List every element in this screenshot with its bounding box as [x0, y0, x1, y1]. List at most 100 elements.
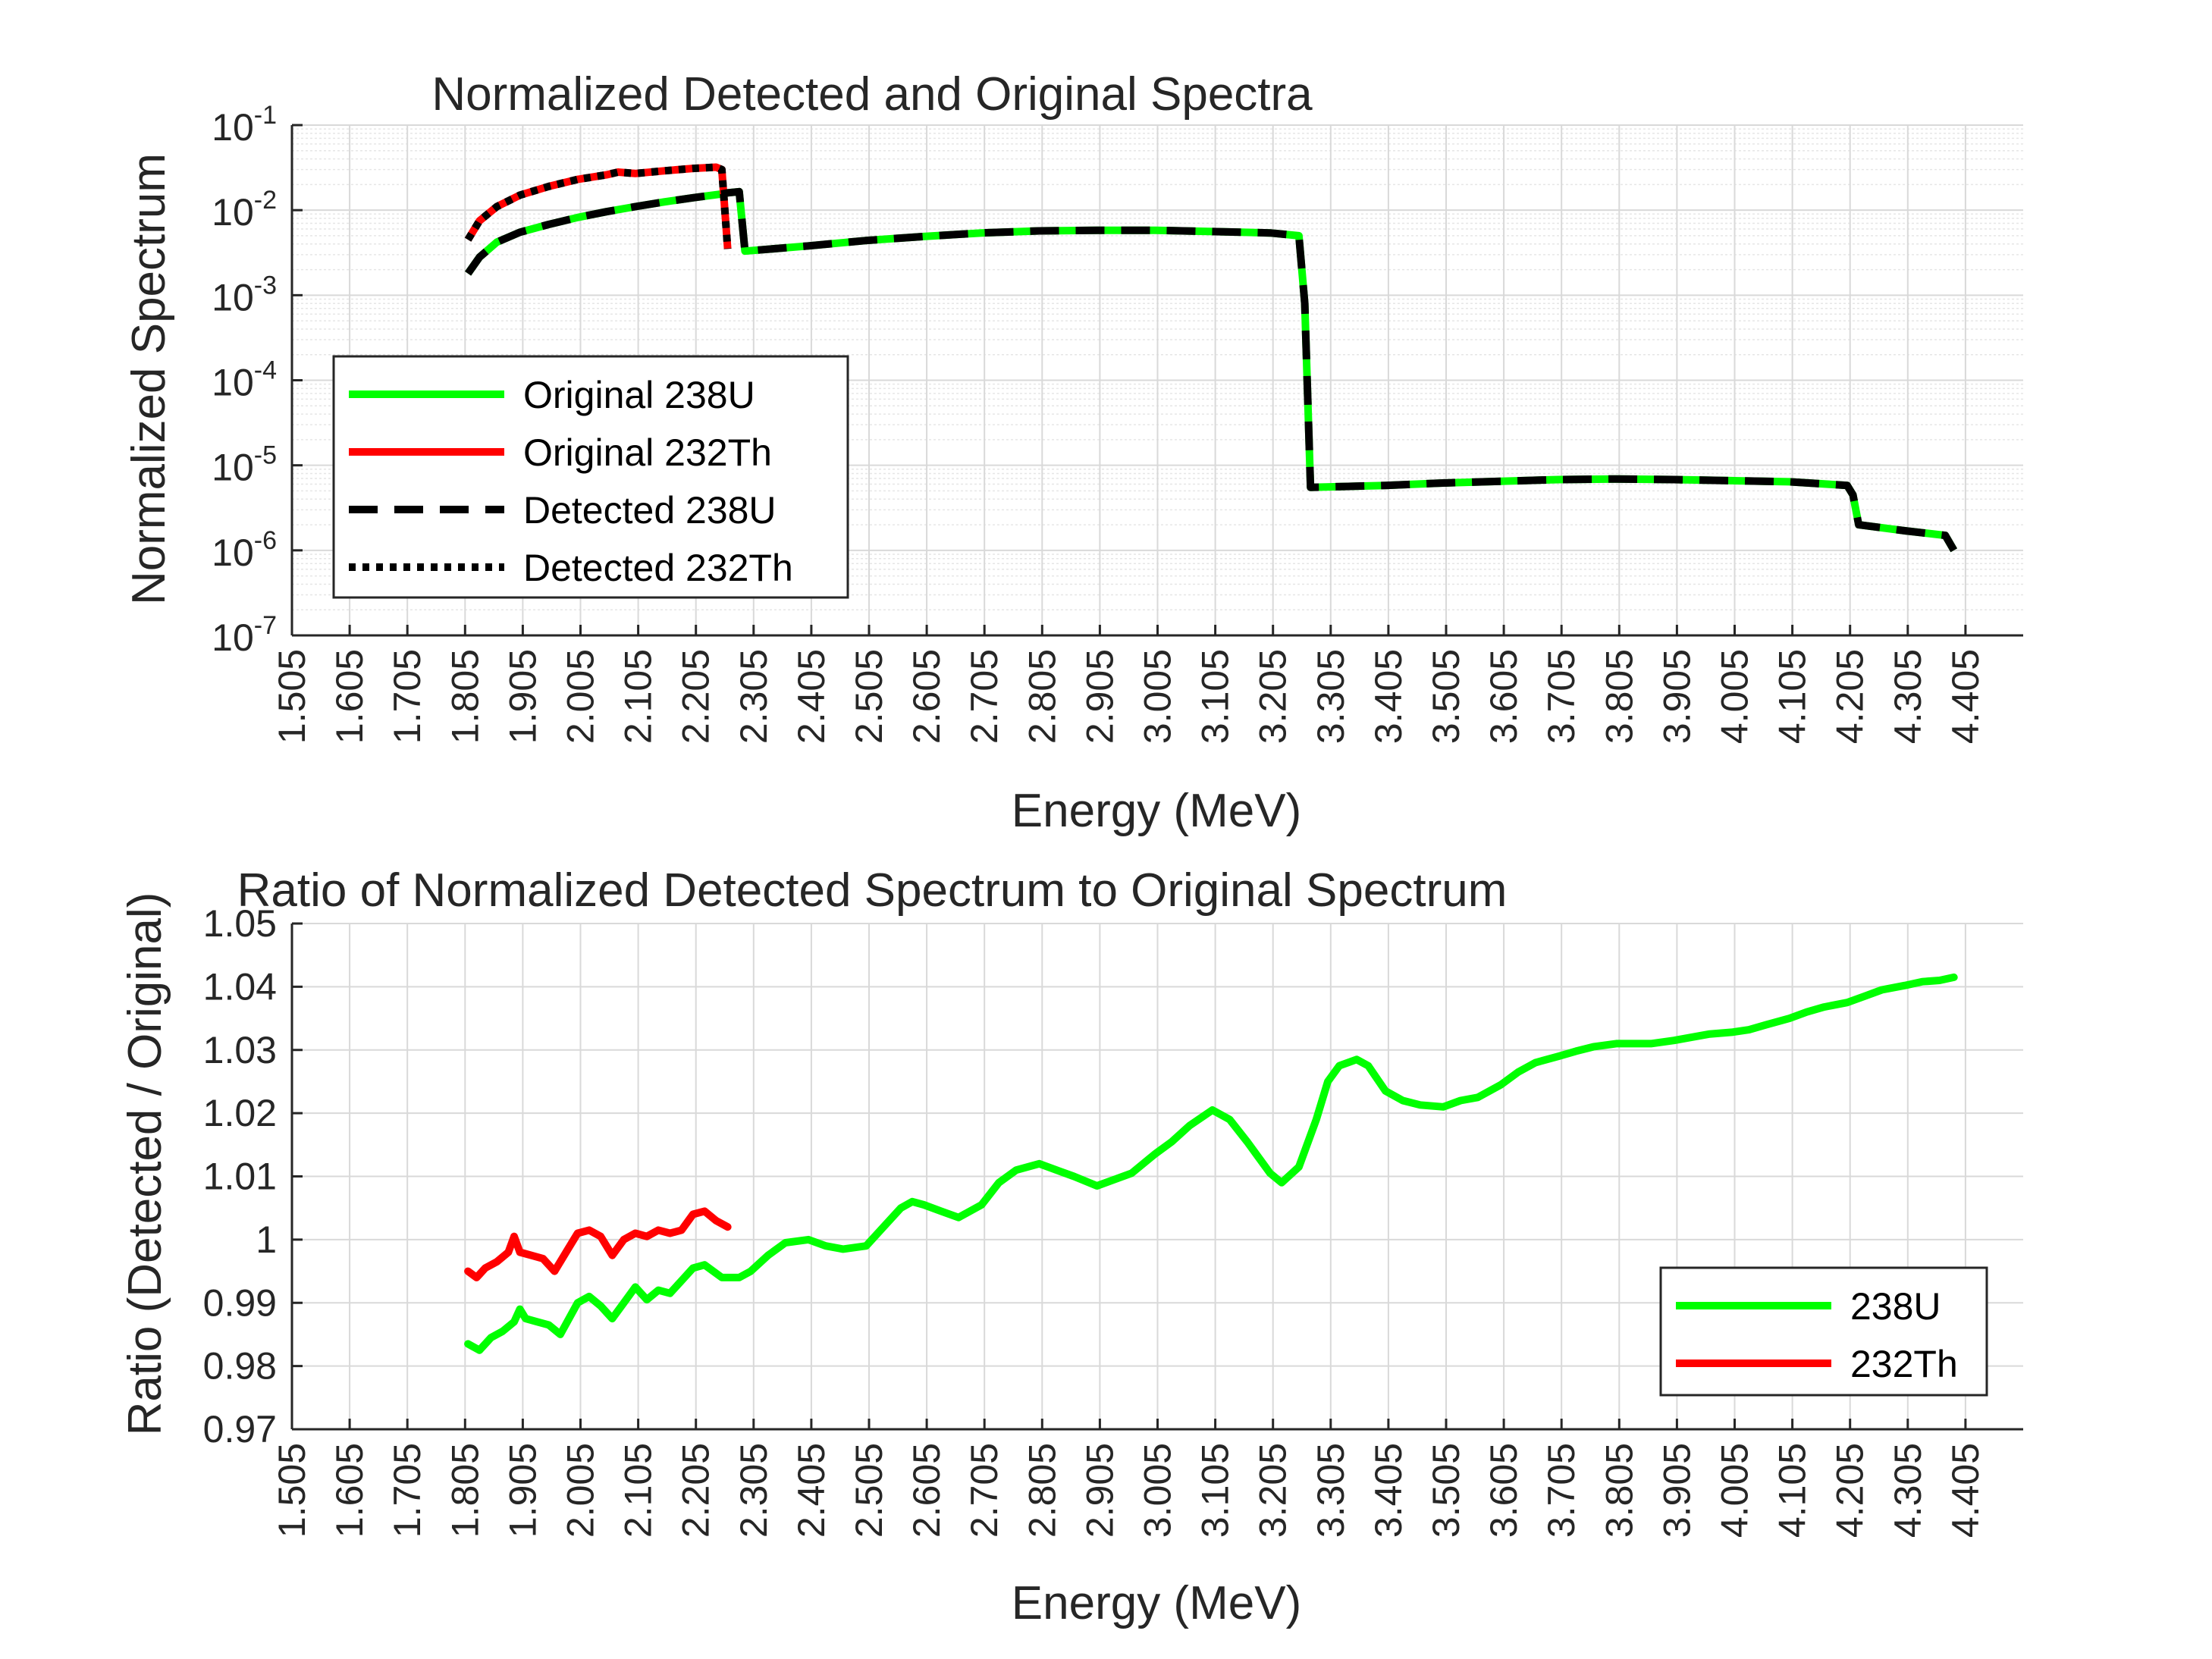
- spectra-series-line-2: [465, 187, 1958, 553]
- spectra-chart: Normalized Detected and Original Spectra…: [123, 68, 2023, 837]
- ratio-x-tick-label: 2.105: [617, 1443, 660, 1538]
- ratio-y-tick-label: 0.98: [203, 1345, 277, 1388]
- ratio-series-line-0: [464, 973, 1958, 1354]
- ratio-x-tick-label: 1.905: [501, 1443, 544, 1538]
- ratio-y-tick-label: 1.05: [203, 902, 277, 945]
- ratio-x-tick-label: 4.105: [1771, 1443, 1814, 1538]
- spectra-x-tick-label: 2.405: [790, 649, 833, 744]
- spectra-x-tick-label: 4.105: [1771, 649, 1814, 744]
- ratio-y-ticks: 0.97 0.98 0.99 1 1.01 1.02 1.03 1.04 1.05: [203, 902, 303, 1450]
- ratio-x-ticks: 1.505 1.605 1.705 1.805 1.905 2.005 2.105 2.205…: [271, 1419, 1987, 1538]
- ratio-x-tick-label: 3.905: [1655, 1443, 1698, 1538]
- ratio-x-tick-label: 1.605: [328, 1443, 371, 1538]
- ratio-x-tick-label: 4.405: [1944, 1443, 1987, 1538]
- spectra-y-tick-base: 10: [212, 616, 254, 659]
- ratio-x-tick-label: 2.305: [733, 1443, 775, 1538]
- spectra-y-tick-label: 10-5: [212, 441, 277, 489]
- spectra-x-tick-label: 3.105: [1194, 649, 1237, 744]
- spectra-x-tick-label: 1.605: [328, 649, 371, 744]
- spectra-y-tick-exponent: -1: [254, 101, 277, 130]
- ratio-y-tick-label: 1.02: [203, 1092, 277, 1134]
- spectra-x-tick-label: 4.405: [1944, 649, 1987, 744]
- spectra-y-tick-exponent: -2: [254, 186, 277, 215]
- spectra-x-tick-label: 4.305: [1887, 649, 1929, 744]
- ratio-x-tick-label: 1.505: [271, 1443, 313, 1538]
- spectra-x-tick-label: 3.505: [1425, 649, 1467, 744]
- spectra-y-tick-label: 10-3: [212, 271, 277, 318]
- spectra-y-tick-label: 10-1: [212, 101, 277, 149]
- ratio-x-tick-label: 2.005: [560, 1443, 602, 1538]
- spectra-legend: Original 238U Original 232Th Detected 238U…: [332, 355, 849, 599]
- ratio-y-tick-label: 1.04: [203, 965, 277, 1008]
- spectra-x-tick-label: 3.705: [1540, 649, 1583, 744]
- spectra-x-tick-label: 2.105: [617, 649, 660, 744]
- spectra-y-tick-base: 10: [212, 191, 254, 234]
- spectra-legend-label-2: Detected 238U: [523, 489, 777, 532]
- spectra-series-line-3: [464, 163, 732, 249]
- ratio-x-tick-label: 4.005: [1714, 1443, 1756, 1538]
- ratio-y-tick-label: 0.99: [203, 1281, 277, 1324]
- ratio-lines: [464, 973, 1958, 1354]
- spectra-chart-title: Normalized Detected and Original Spectra: [431, 68, 1313, 121]
- ratio-x-tick-label: 4.205: [1829, 1443, 1872, 1538]
- spectra-y-tick-exponent: -6: [254, 526, 277, 555]
- spectra-legend-label-3: Detected 232Th: [523, 547, 793, 589]
- spectra-y-axis-label: Normalized Spectrum: [123, 153, 175, 605]
- spectra-x-tick-label: 2.705: [963, 649, 1006, 744]
- spectra-y-tick-exponent: -3: [254, 271, 277, 299]
- spectra-x-tick-label: 3.305: [1310, 649, 1352, 744]
- ratio-y-axis-label: Ratio (Detected / Original): [119, 892, 171, 1436]
- ratio-legend-label-1: 232Th: [1850, 1343, 1958, 1385]
- spectra-x-tick-label: 1.805: [444, 649, 486, 744]
- spectra-x-tick-label: 2.005: [560, 649, 602, 744]
- spectra-y-tick-base: 10: [212, 532, 254, 574]
- spectra-y-tick-base: 10: [212, 276, 254, 318]
- spectra-y-tick-exponent: -7: [254, 611, 277, 640]
- spectra-y-tick-label: 10-4: [212, 356, 277, 404]
- ratio-x-tick-label: 4.305: [1887, 1443, 1929, 1538]
- spectra-y-tick-label: 10-7: [212, 611, 277, 659]
- spectra-y-tick-base: 10: [212, 362, 254, 404]
- ratio-x-tick-label: 3.205: [1252, 1443, 1294, 1538]
- ratio-legend: 238U 232Th: [1659, 1266, 1988, 1397]
- spectra-x-tick-label: 3.805: [1598, 649, 1640, 744]
- ratio-chart-title: Ratio of Normalized Detected Spectrum to…: [237, 864, 1508, 917]
- ratio-x-tick-label: 3.705: [1540, 1443, 1583, 1538]
- spectra-x-axis-label: Energy (MeV): [1012, 785, 1301, 837]
- ratio-x-tick-label: 3.105: [1194, 1443, 1237, 1538]
- ratio-x-tick-label: 3.305: [1310, 1443, 1352, 1538]
- ratio-y-tick-label: 1: [256, 1218, 277, 1261]
- ratio-x-tick-label: 3.505: [1425, 1443, 1467, 1538]
- ratio-x-axis-label: Energy (MeV): [1012, 1577, 1301, 1629]
- spectra-y-ticks: 10-710-610-510-410-310-210-1: [212, 101, 303, 659]
- spectra-x-tick-label: 4.005: [1714, 649, 1756, 744]
- ratio-x-tick-label: 3.605: [1483, 1443, 1525, 1538]
- spectra-legend-label-1: Original 232Th: [523, 431, 772, 474]
- spectra-x-tick-label: 2.305: [733, 649, 775, 744]
- spectra-x-tick-label: 2.505: [848, 649, 890, 744]
- spectra-x-tick-label: 3.605: [1483, 649, 1525, 744]
- ratio-series-line-1: [464, 1207, 732, 1281]
- spectra-y-tick-exponent: -5: [254, 441, 277, 470]
- ratio-y-tick-label: 1.01: [203, 1156, 277, 1198]
- spectra-y-tick-label: 10-6: [212, 526, 277, 574]
- ratio-x-tick-label: 2.405: [790, 1443, 833, 1538]
- ratio-chart: Ratio of Normalized Detected Spectrum to…: [119, 864, 2023, 1629]
- spectra-x-tick-label: 1.505: [271, 649, 313, 744]
- spectra-x-tick-label: 3.405: [1367, 649, 1410, 744]
- spectra-y-tick-base: 10: [212, 447, 254, 489]
- spectra-x-tick-label: 4.205: [1829, 649, 1872, 744]
- spectra-x-tick-label: 2.205: [675, 649, 717, 744]
- spectra-x-tick-label: 2.605: [905, 649, 948, 744]
- ratio-y-tick-label: 0.97: [203, 1408, 277, 1450]
- ratio-y-tick-label: 1.03: [203, 1029, 277, 1071]
- ratio-x-tick-label: 2.505: [848, 1443, 890, 1538]
- spectra-y-tick-label: 10-2: [212, 186, 277, 234]
- spectra-x-tick-label: 1.905: [501, 649, 544, 744]
- ratio-x-tick-label: 3.805: [1598, 1443, 1640, 1538]
- spectra-lines: [464, 163, 1958, 553]
- ratio-x-tick-label: 2.705: [963, 1443, 1006, 1538]
- ratio-grid: [291, 923, 2023, 1430]
- spectra-x-tick-label: 2.805: [1021, 649, 1063, 744]
